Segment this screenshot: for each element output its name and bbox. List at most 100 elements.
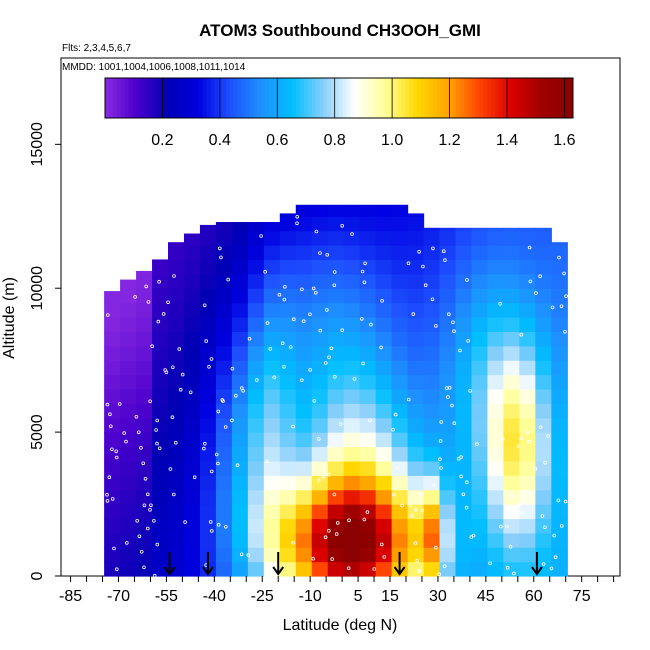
heatmap-cell	[183, 233, 201, 246]
x-tick-label: 5	[354, 588, 363, 605]
colorbar-swatch	[296, 78, 301, 118]
heatmap-cell	[327, 204, 345, 217]
sample-point	[543, 460, 547, 465]
heatmap-cell	[359, 374, 377, 390]
sample-point	[142, 565, 146, 570]
sample-point	[379, 345, 383, 350]
heatmap-cell	[104, 317, 121, 332]
colorbar-tick-label: 1.6	[553, 132, 575, 149]
sample-point	[105, 492, 109, 497]
sample-point	[393, 412, 398, 417]
heatmap-cell	[311, 547, 329, 563]
sample-point	[340, 224, 345, 228]
heatmap-cell	[199, 288, 217, 304]
heatmap-cell	[407, 245, 425, 261]
heatmap-cell	[487, 227, 505, 232]
heatmap-cell	[455, 417, 473, 433]
heatmap-cell	[183, 345, 201, 361]
heatmap-cell	[215, 460, 233, 476]
heatmap-cell	[471, 489, 489, 505]
heatmap-cell	[327, 489, 345, 505]
heatmap-cell	[471, 331, 489, 347]
sample-point	[363, 261, 367, 266]
sample-point	[133, 295, 137, 299]
heatmap-cell	[136, 403, 153, 419]
heatmap-cell	[503, 302, 520, 318]
x-tick-label: 30	[429, 588, 447, 605]
sample-point	[438, 457, 442, 462]
sample-point	[207, 364, 211, 369]
heatmap-cell	[375, 504, 393, 520]
heatmap-cell	[120, 388, 137, 404]
heatmap-cell	[503, 331, 520, 347]
heatmap-cell	[183, 417, 201, 433]
heatmap-cell	[136, 432, 153, 448]
sample-point	[174, 440, 178, 445]
colorbar-swatch	[561, 78, 566, 118]
heatmap-cell	[503, 446, 520, 462]
heatmap-cell	[439, 489, 457, 505]
heatmap-cell	[168, 259, 185, 275]
heatmap-cell	[407, 403, 425, 419]
sample-point	[329, 346, 334, 351]
sample-point	[171, 365, 175, 370]
sample-point	[564, 294, 568, 299]
colorbar-swatch	[331, 78, 336, 118]
heatmap-cell	[519, 259, 536, 275]
sample-point	[235, 463, 240, 468]
heatmap-cell	[471, 417, 489, 433]
heatmap-cell	[311, 561, 329, 577]
heatmap-cell	[247, 331, 265, 347]
heatmap-cell	[519, 360, 536, 376]
sample-point	[202, 303, 207, 308]
sample-point	[459, 455, 463, 459]
sample-point	[434, 324, 438, 328]
colorbar-swatch	[276, 78, 281, 118]
sample-point	[188, 390, 193, 395]
heatmap-cell	[487, 331, 505, 347]
heatmap-cell	[279, 216, 297, 232]
sample-point	[136, 430, 141, 435]
heatmap-cell	[487, 288, 505, 304]
heatmap-cell	[327, 432, 345, 448]
heatmap-cell	[295, 518, 313, 534]
sample-point	[408, 503, 413, 508]
heatmap-cell	[439, 245, 457, 261]
heatmap-cell	[391, 446, 409, 462]
heatmap-cell	[183, 317, 201, 332]
heatmap-cell	[407, 360, 425, 376]
sample-point	[488, 457, 493, 461]
sample-point	[439, 466, 443, 470]
heatmap-cell	[423, 403, 441, 419]
heatmap-cell	[375, 216, 393, 232]
sample-point	[346, 566, 351, 570]
sample-point	[528, 279, 533, 284]
colorbar-swatch	[506, 78, 512, 118]
heatmap-cell	[391, 216, 409, 232]
heatmap-cell	[247, 518, 265, 534]
sample-point	[465, 278, 469, 282]
heatmap-cell	[535, 273, 552, 289]
heatmap-cell	[455, 302, 473, 318]
heatmap-cell	[136, 302, 153, 318]
heatmap-cell	[295, 403, 313, 419]
colorbar-swatch	[397, 78, 402, 118]
sample-point	[526, 399, 530, 403]
x-tick-label: -55	[155, 588, 178, 605]
colorbar-swatch	[179, 78, 184, 118]
heatmap-cell	[391, 388, 409, 404]
sample-point	[172, 274, 176, 278]
heatmap-cell	[439, 432, 457, 448]
sample-point	[459, 474, 463, 479]
colorbar-swatch	[381, 78, 387, 118]
sample-point	[451, 320, 455, 325]
heatmap-cell	[359, 245, 377, 261]
heatmap-cell	[295, 417, 313, 433]
heatmap-cell	[359, 204, 377, 217]
heatmap-cell	[471, 259, 489, 275]
heatmap-cell	[295, 374, 313, 390]
heatmap-cell	[503, 345, 520, 361]
heatmap-cell	[391, 245, 409, 261]
sample-point	[291, 317, 296, 322]
colorbar-swatch	[225, 78, 231, 118]
